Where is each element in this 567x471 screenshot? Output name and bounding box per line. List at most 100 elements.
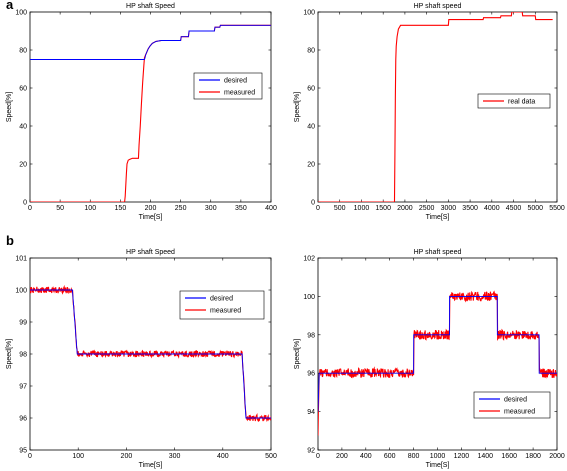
x-tick-label: 200 [145, 205, 157, 212]
x-tick-label: 1000 [430, 453, 446, 460]
x-tick-label: 200 [336, 453, 348, 460]
y-tick-label: 101 [15, 256, 27, 263]
x-tick-label: 350 [235, 205, 247, 212]
x-tick-label: 300 [205, 205, 217, 212]
x-axis-label: Time[S] [426, 462, 450, 469]
legend-box [473, 391, 551, 419]
x-tick-label: 4000 [484, 205, 500, 212]
chart-4: 0 200 400 600 800 1000 1200 1400 1600 1800 2000 92 9… [294, 249, 565, 469]
x-tick-label: 1800 [525, 453, 541, 460]
x-tick-label: 2000 [549, 453, 565, 460]
y-tick-label: 94 [307, 409, 315, 416]
chart-title: HP shaft speed [414, 249, 462, 256]
y-tick-label: 60 [19, 86, 27, 93]
y-tick-label: 100 [15, 288, 27, 295]
legend-box [193, 72, 263, 100]
chart-2: 0 500 1000 1500 2000 2500 3000 3500 4000 4500 5000… [294, 3, 565, 221]
legend-entry: desired [210, 296, 233, 303]
y-tick-label: 95 [19, 448, 27, 455]
legend-entry: real data [508, 99, 535, 106]
y-tick-label: 60 [307, 86, 315, 93]
y-tick-label: 100 [303, 294, 315, 301]
x-tick-label: 1600 [501, 453, 517, 460]
x-tick-label: 2000 [397, 205, 413, 212]
legend-entry: desired [504, 397, 527, 404]
x-tick-label: 4500 [506, 205, 522, 212]
y-tick-label: 40 [19, 124, 27, 131]
plot-area [29, 11, 272, 203]
series-line-measured [318, 290, 557, 436]
y-tick-label: 100 [303, 10, 315, 17]
y-tick-label: 102 [303, 256, 315, 263]
legend: desired measured [193, 72, 263, 100]
plot-area [317, 257, 558, 451]
y-tick-label: 0 [311, 200, 315, 207]
y-axis-label: Speed[%] [294, 92, 301, 122]
legend: desired measured [179, 290, 265, 320]
y-tick-label: 97 [19, 384, 27, 391]
y-tick-label: 20 [19, 162, 27, 169]
x-tick-label: 0 [28, 205, 32, 212]
x-tick-label: 3000 [441, 205, 457, 212]
x-tick-label: 0 [28, 453, 32, 460]
y-tick-label: 92 [307, 448, 315, 455]
y-tick-label: 99 [19, 320, 27, 327]
series-line-desired [30, 289, 271, 419]
y-tick-label: 96 [307, 371, 315, 378]
x-tick-label: 150 [115, 205, 127, 212]
panel-label-a: a [6, 0, 14, 12]
x-tick-label: 5000 [527, 205, 543, 212]
y-tick-label: 80 [19, 48, 27, 55]
legend-entry: desired [224, 78, 247, 85]
x-tick-label: 2500 [419, 205, 435, 212]
x-tick-label: 50 [56, 205, 64, 212]
x-axis-label: Time[S] [139, 462, 163, 469]
x-tick-label: 100 [72, 453, 84, 460]
x-tick-label: 400 [265, 205, 277, 212]
y-tick-label: 40 [307, 124, 315, 131]
x-tick-label: 300 [169, 453, 181, 460]
y-tick-label: 98 [19, 352, 27, 359]
legend-entry: measured [210, 308, 241, 315]
y-axis-label: Speed[%] [6, 92, 13, 122]
x-tick-label: 200 [121, 453, 133, 460]
y-tick-label: 96 [19, 416, 27, 423]
x-tick-label: 600 [384, 453, 396, 460]
y-axis-label: Speed[%] [294, 339, 301, 369]
legend: real data [477, 93, 551, 109]
x-tick-label: 500 [334, 205, 346, 212]
x-tick-label: 3500 [462, 205, 478, 212]
x-tick-label: 400 [217, 453, 229, 460]
x-tick-label: 100 [84, 205, 96, 212]
chart-1: 0 50 100 150 200 250 300 350 400 0 20 40 60 80 100 HP s… [6, 3, 277, 221]
legend: desired measured [473, 391, 551, 419]
x-tick-label: 1400 [478, 453, 494, 460]
x-tick-label: 5500 [549, 205, 565, 212]
series-line-desired [30, 24, 271, 60]
series-line-real-data [318, 12, 553, 202]
y-tick-label: 100 [15, 10, 27, 17]
x-axis-label: Time[S] [426, 214, 450, 221]
chart-3: 0 100 200 300 400 500 95 96 97 98 99 100 101 HP shaft… [6, 249, 277, 469]
x-tick-label: 500 [265, 453, 277, 460]
panel-label-b: b [6, 233, 14, 248]
chart-title: HP shaft speed [414, 3, 462, 10]
x-tick-label: 800 [408, 453, 420, 460]
x-tick-label: 250 [175, 205, 187, 212]
x-tick-label: 0 [316, 205, 320, 212]
y-tick-label: 98 [307, 332, 315, 339]
y-axis-label: Speed[%] [6, 339, 13, 369]
x-tick-label: 0 [316, 453, 320, 460]
legend-box [179, 290, 265, 320]
chart-title: HP shaft Speed [126, 3, 175, 10]
y-tick-label: 80 [307, 48, 315, 55]
x-tick-label: 1000 [354, 205, 370, 212]
series-line-desired [318, 295, 557, 412]
chart-title: HP shaft Speed [126, 249, 175, 256]
legend-box [477, 93, 551, 109]
x-tick-label: 400 [360, 453, 372, 460]
x-axis-label: Time[S] [139, 214, 163, 221]
y-tick-label: 0 [23, 200, 27, 207]
x-tick-label: 1200 [454, 453, 470, 460]
